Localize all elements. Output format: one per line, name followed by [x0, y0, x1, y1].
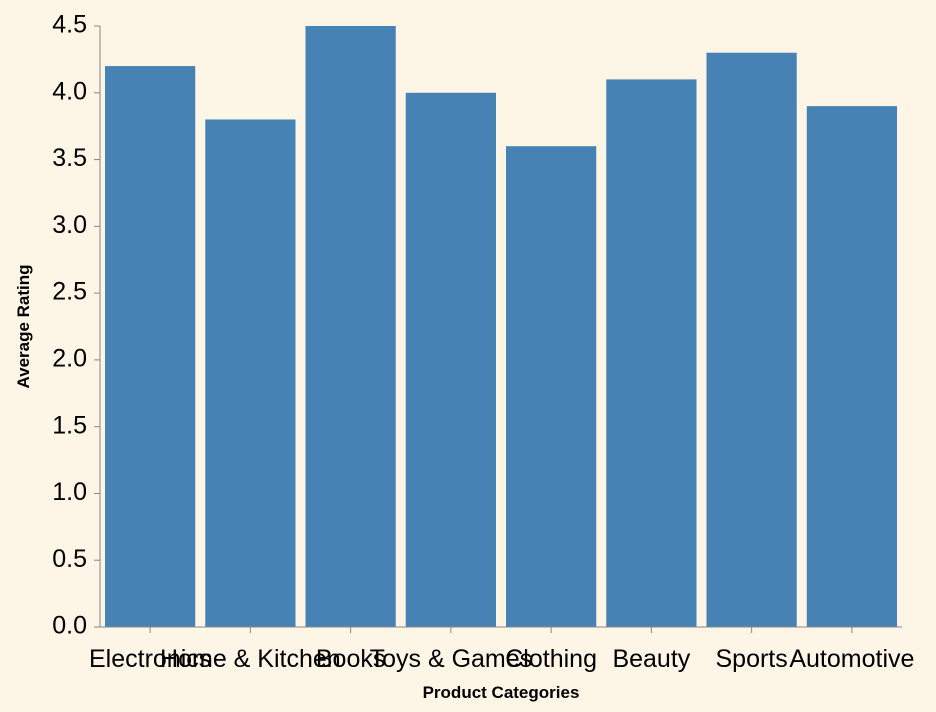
y-tick-label: 1.0 [52, 478, 87, 506]
bar-sports [706, 52, 797, 627]
x-axis-title: Product Categories [423, 683, 580, 702]
bar-beauty [606, 79, 697, 628]
x-tick-label: Sports [715, 645, 787, 673]
bar-clothing [506, 146, 597, 627]
y-tick-label: 3.5 [52, 144, 87, 172]
x-tick-label: Electronics [89, 645, 211, 673]
x-tick-label: Automotive [789, 645, 914, 673]
bar-books [305, 26, 396, 627]
x-tick-label: Clothing [505, 645, 597, 673]
y-tick-label: 3.0 [52, 211, 87, 239]
bars-group [105, 26, 897, 628]
bar-toys-games [405, 92, 496, 627]
x-tick-label: Toys & Games [370, 645, 533, 673]
y-tick-label: 0.0 [52, 612, 87, 640]
x-tick-label: Beauty [612, 645, 690, 673]
bar-electronics [105, 66, 196, 627]
y-tick-label: 1.5 [52, 411, 87, 439]
y-tick-label: 4.0 [52, 77, 87, 105]
y-tick-label: 2.0 [52, 344, 87, 372]
y-tick-label: 0.5 [52, 545, 87, 573]
x-tick-label: Home & Kitchen [160, 645, 341, 673]
x-tick-label: Books [316, 645, 385, 673]
y-axis-title: Average Rating [14, 264, 33, 388]
y-tick-label: 4.5 [52, 11, 87, 39]
bar-automotive [806, 106, 897, 627]
bar-home-kitchen [205, 119, 296, 628]
y-tick-label: 2.5 [52, 278, 87, 306]
y-axis: 0.0 0.5 1.0 1.5 2.0 2.5 3.0 3.5 4.0 4.5 [52, 11, 101, 640]
